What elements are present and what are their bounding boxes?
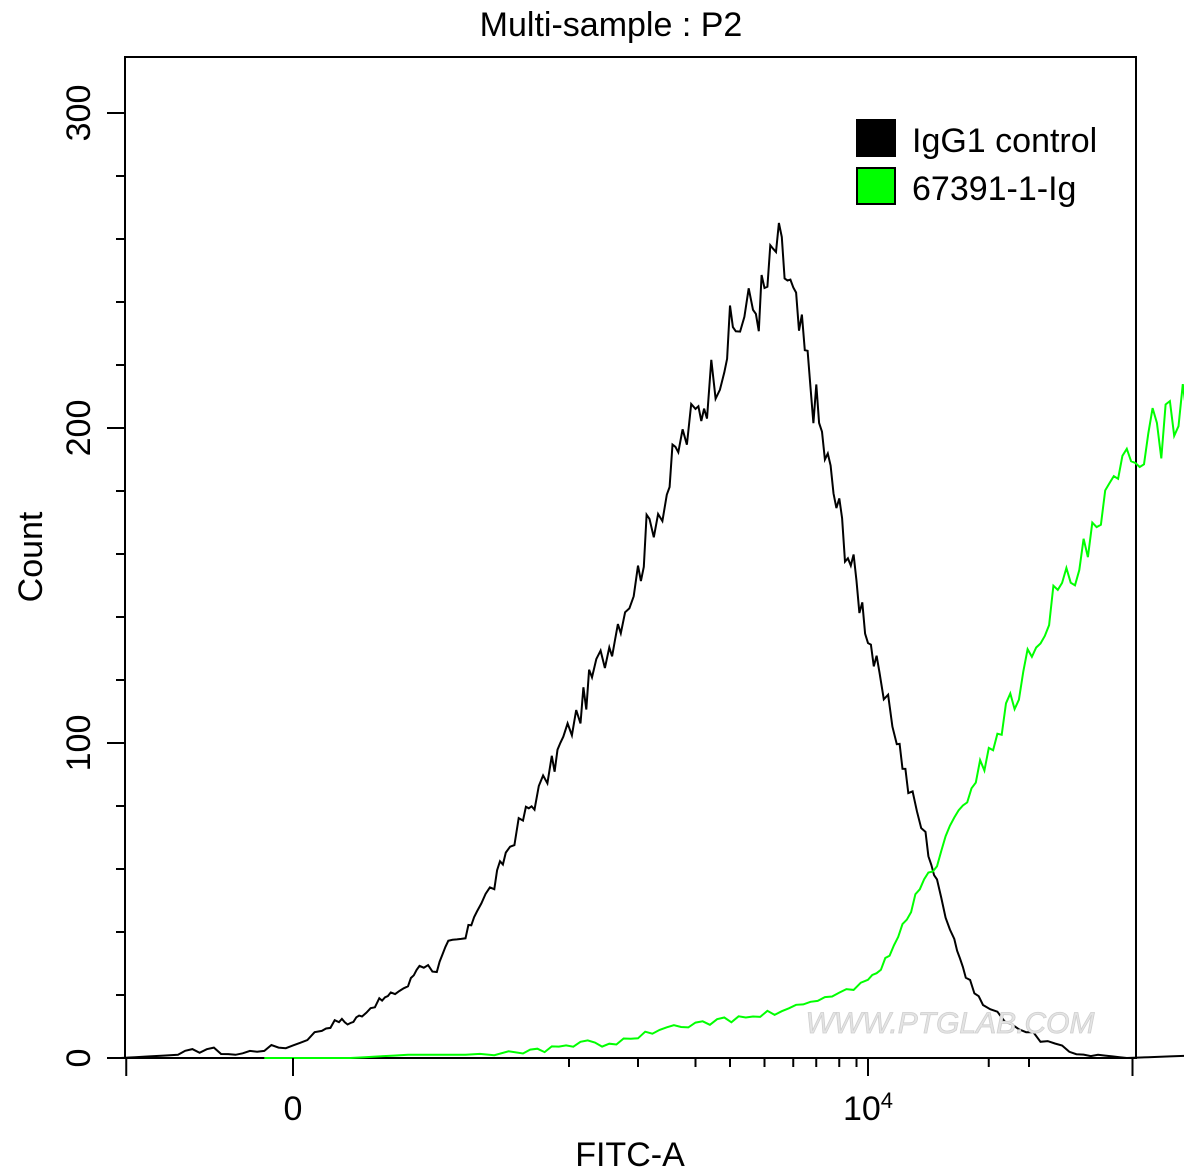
legend-label-67391-1-ig: 67391-1-Ig	[912, 170, 1076, 208]
legend-label-igg1-control: IgG1 control	[912, 122, 1097, 160]
x-tick-exponent: 4	[881, 1088, 893, 1113]
y-tick-label: 200	[60, 400, 98, 457]
axis-layer: 0 100 200 300 0 104	[60, 85, 1133, 1128]
y-axis-label: Count	[12, 511, 50, 602]
x-tick-label: 104	[843, 1088, 893, 1129]
legend-swatch-igg1-control	[857, 120, 895, 156]
x-axis-label: FITC-A	[575, 1136, 685, 1174]
chart-title: Multi-sample : P2	[480, 6, 743, 44]
legend-swatch-67391-1-ig	[857, 168, 895, 204]
series-line-67391-1-ig	[264, 364, 1184, 1058]
series-layer	[121, 223, 1184, 1058]
legend: IgG1 control 67391-1-Ig	[857, 120, 1097, 208]
series-line-igg1-control	[121, 223, 1184, 1058]
x-tick-label: 0	[284, 1090, 303, 1128]
watermark: WWW.PTGLAB.COM	[806, 1007, 1095, 1040]
y-tick-label: 300	[60, 85, 98, 142]
y-tick-label: 100	[60, 715, 98, 772]
y-tick-label: 0	[60, 1049, 98, 1068]
